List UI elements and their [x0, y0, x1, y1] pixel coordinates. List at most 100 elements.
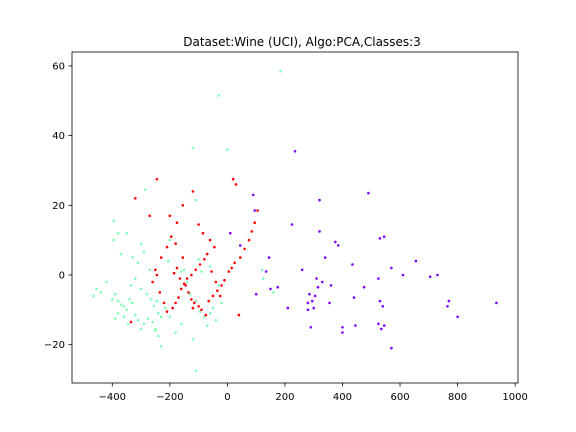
data-point — [213, 245, 216, 249]
data-point — [229, 231, 232, 235]
chart-title: Dataset:Wine (UCI), Algo:PCA,Classes:3 — [183, 35, 421, 49]
data-point — [323, 256, 327, 259]
data-point — [148, 214, 151, 218]
data-point — [145, 292, 149, 296]
data-point — [204, 313, 208, 317]
data-point — [318, 198, 321, 202]
data-point — [175, 266, 179, 270]
data-point — [226, 148, 229, 151]
data-point — [188, 292, 192, 296]
data-point — [239, 244, 242, 247]
data-point — [253, 209, 256, 212]
data-point — [205, 252, 209, 256]
data-point — [149, 298, 153, 301]
data-point — [367, 191, 370, 195]
data-point — [267, 256, 271, 259]
y-tick-label: 60 — [52, 61, 65, 72]
data-point — [129, 320, 133, 324]
x-tick-label: 0 — [224, 392, 230, 403]
data-point — [174, 331, 177, 334]
data-point — [272, 291, 275, 294]
data-point — [177, 296, 180, 299]
data-point — [168, 214, 172, 218]
data-point — [139, 287, 143, 291]
data-point — [306, 301, 310, 305]
data-point — [131, 256, 134, 259]
data-point — [111, 298, 114, 301]
data-point — [220, 301, 223, 305]
data-point — [200, 308, 203, 312]
data-point — [184, 284, 187, 287]
data-point — [147, 317, 150, 320]
data-point — [182, 268, 186, 272]
data-point — [446, 305, 449, 308]
data-point — [286, 306, 290, 310]
data-point — [131, 301, 134, 305]
data-point — [290, 223, 294, 226]
x-tick-label: 800 — [448, 392, 467, 403]
data-point — [167, 259, 170, 263]
data-point — [227, 270, 231, 273]
data-point — [185, 277, 189, 280]
x-tick-label: −200 — [156, 392, 183, 403]
data-point — [233, 261, 236, 265]
data-point — [211, 306, 215, 310]
data-point — [205, 324, 209, 327]
data-point — [144, 188, 147, 191]
data-point — [155, 299, 159, 303]
data-point — [190, 298, 193, 301]
data-point — [180, 287, 183, 291]
data-point — [214, 319, 218, 322]
y-tick-label: 40 — [52, 131, 65, 142]
data-point — [436, 273, 439, 277]
data-point — [401, 273, 405, 277]
data-point — [354, 324, 357, 327]
data-point — [239, 256, 242, 259]
data-point — [447, 299, 451, 303]
data-point — [390, 266, 393, 270]
data-point — [122, 305, 126, 308]
data-point — [390, 346, 393, 350]
data-point — [254, 292, 258, 296]
data-point — [139, 242, 143, 245]
data-point — [125, 308, 128, 312]
data-point — [316, 285, 320, 289]
data-point — [300, 268, 304, 272]
data-point — [191, 190, 195, 193]
data-point — [197, 305, 200, 308]
data-point — [253, 221, 256, 224]
data-point — [194, 369, 197, 373]
data-point — [159, 256, 163, 259]
y-tick-label: 0 — [59, 270, 65, 281]
data-point — [329, 284, 333, 287]
data-point — [128, 298, 131, 301]
data-point — [216, 289, 219, 293]
data-point — [414, 259, 418, 263]
data-point — [194, 198, 197, 202]
data-point — [203, 258, 206, 261]
data-point — [243, 247, 246, 251]
data-point — [293, 150, 297, 153]
data-point — [134, 277, 137, 280]
data-point — [185, 280, 189, 284]
data-point — [136, 261, 140, 265]
data-point — [198, 310, 202, 313]
data-point — [250, 230, 254, 233]
data-point — [142, 322, 146, 326]
data-point — [315, 277, 318, 280]
data-point — [210, 270, 213, 273]
data-point — [122, 315, 126, 319]
data-point — [162, 301, 166, 305]
data-point — [180, 270, 183, 273]
data-point — [157, 312, 160, 315]
data-point — [129, 284, 133, 287]
data-point — [341, 331, 344, 334]
data-point — [194, 268, 197, 272]
data-point — [308, 292, 311, 296]
y-tick-label: 20 — [52, 201, 65, 212]
data-point — [165, 245, 169, 249]
data-point — [105, 280, 108, 284]
data-point — [495, 301, 498, 305]
data-point — [99, 291, 103, 294]
data-point — [180, 322, 183, 326]
